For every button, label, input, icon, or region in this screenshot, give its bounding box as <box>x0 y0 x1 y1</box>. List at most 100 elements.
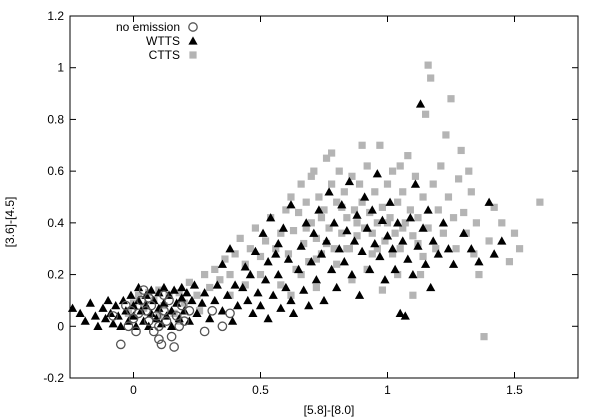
data-point <box>347 269 357 279</box>
data-point <box>148 326 159 337</box>
data-point <box>329 218 339 227</box>
data-point <box>167 321 177 330</box>
data-point <box>480 333 488 341</box>
data-point <box>428 236 438 245</box>
data-point <box>343 245 351 253</box>
data-point <box>193 291 201 299</box>
data-point <box>185 278 193 286</box>
data-point <box>182 288 192 297</box>
data-point <box>388 250 397 258</box>
data-point <box>457 146 465 155</box>
data-point <box>100 313 111 323</box>
data-point <box>328 149 336 157</box>
data-point <box>128 311 139 320</box>
data-point <box>282 206 290 214</box>
data-point <box>255 301 266 310</box>
data-point <box>443 244 454 253</box>
data-point <box>222 290 233 299</box>
data-point <box>472 219 480 227</box>
data-point <box>103 295 113 305</box>
plot-area-border <box>69 15 579 379</box>
data-point <box>159 305 169 316</box>
data-point <box>154 303 164 312</box>
data-point <box>172 298 182 307</box>
data-point <box>306 257 316 266</box>
data-point <box>489 249 499 258</box>
data-point <box>411 172 420 180</box>
data-point <box>248 308 258 318</box>
data-point <box>315 193 323 201</box>
data-point <box>344 176 354 186</box>
data-point <box>403 254 413 263</box>
data-point <box>396 245 404 253</box>
data-point <box>373 245 381 253</box>
data-point <box>281 282 291 292</box>
data-point <box>250 246 261 255</box>
data-point <box>399 188 407 196</box>
data-point <box>371 188 379 196</box>
data-point <box>278 223 288 232</box>
data-point <box>263 313 273 323</box>
data-point <box>408 269 418 279</box>
data-point <box>312 234 320 242</box>
data-point <box>455 175 463 183</box>
data-point <box>161 316 172 326</box>
data-point <box>385 197 395 206</box>
data-point <box>216 276 224 284</box>
data-point <box>180 299 188 307</box>
data-point <box>360 192 370 201</box>
data-point <box>387 244 398 253</box>
data-point <box>438 218 448 227</box>
data-point <box>373 219 381 227</box>
data-point <box>154 321 164 332</box>
y-axis-label: [3.6]-[4.5] <box>3 197 17 248</box>
data-point <box>273 269 283 279</box>
series-ctts <box>124 61 544 341</box>
data-point <box>121 300 131 311</box>
data-point <box>393 218 403 227</box>
y-tick-label: 1 <box>57 61 64 75</box>
data-point <box>505 258 514 266</box>
data-point <box>179 306 189 315</box>
data-point <box>217 306 227 315</box>
data-point <box>466 244 476 253</box>
data-point <box>276 303 286 312</box>
data-point <box>465 167 473 175</box>
data-point <box>159 298 169 307</box>
data-point <box>320 206 328 214</box>
data-point <box>108 319 118 328</box>
data-points <box>67 61 544 352</box>
data-point <box>497 236 507 245</box>
data-point <box>126 305 136 316</box>
data-point <box>449 214 458 222</box>
data-point <box>206 283 214 292</box>
data-point <box>396 162 404 170</box>
data-point <box>277 281 285 289</box>
data-point <box>241 281 249 289</box>
data-point <box>342 226 352 235</box>
data-point <box>126 290 136 299</box>
data-point <box>333 260 341 268</box>
data-point <box>380 275 390 284</box>
y-tick-label: 1.2 <box>47 9 64 23</box>
data-point <box>382 231 393 240</box>
data-point <box>383 219 392 227</box>
y-tick-label: 0.4 <box>47 216 64 230</box>
data-point <box>368 250 376 258</box>
data-point <box>212 280 222 289</box>
data-point <box>133 282 144 292</box>
data-point <box>338 229 346 237</box>
y-tick-label: 0.2 <box>47 268 64 282</box>
data-point <box>314 205 324 214</box>
data-point <box>437 162 445 170</box>
data-point <box>207 305 218 316</box>
data-point <box>284 250 293 258</box>
data-point <box>317 214 326 222</box>
data-point <box>263 257 273 266</box>
data-point <box>352 210 362 219</box>
data-point <box>133 295 144 305</box>
data-point <box>332 282 342 292</box>
data-point <box>200 288 210 297</box>
data-point <box>400 311 410 320</box>
